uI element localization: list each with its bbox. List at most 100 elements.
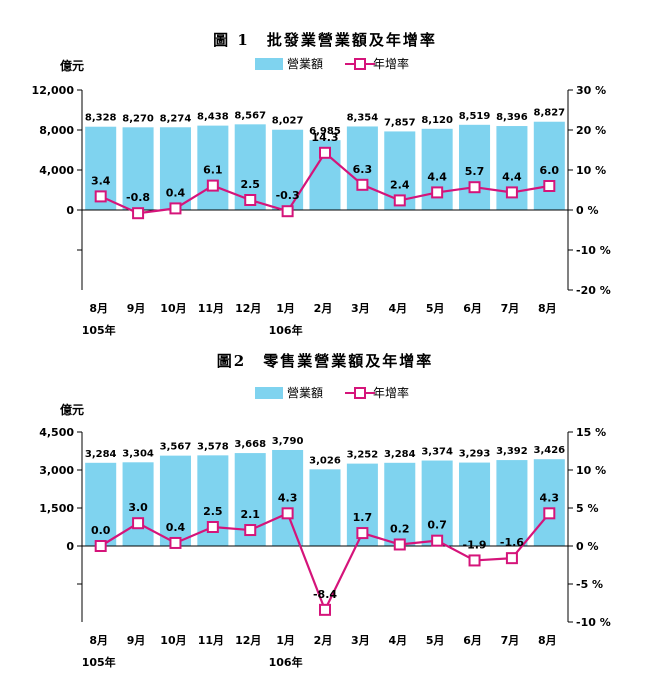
bar-value-label: 8,027 <box>272 116 304 127</box>
bar-value-label: 3,252 <box>347 450 379 461</box>
right-tick-label: -20 % <box>576 284 611 297</box>
category-label: 12月 <box>235 302 261 315</box>
bar-value-label: 8,120 <box>421 115 453 126</box>
bar-value-label: 8,328 <box>85 113 117 124</box>
category-label: 8月 <box>538 634 557 647</box>
line-point <box>319 603 331 616</box>
line-value-label: 4.4 <box>427 170 447 183</box>
category-label: 8月 <box>538 302 557 315</box>
left-tick-label: 4,500 <box>39 426 74 439</box>
bar <box>272 449 304 546</box>
line-value-label: 6.3 <box>353 163 373 176</box>
category-label: 9月 <box>127 302 146 315</box>
bar-value-label: 8,438 <box>197 112 229 123</box>
bar <box>122 462 154 546</box>
category-label: 8月 <box>89 634 108 647</box>
category-label: 5月 <box>426 634 445 647</box>
bar-value-label: 3,374 <box>421 447 453 458</box>
line-point <box>505 552 518 565</box>
line-point <box>543 180 556 192</box>
bar <box>384 462 416 546</box>
left-tick-label: 1,500 <box>39 502 74 515</box>
line-point <box>244 524 257 537</box>
line-point <box>468 181 481 194</box>
left-tick-label: 12,000 <box>32 84 75 97</box>
line-value-label: 2.1 <box>240 508 260 521</box>
line-value-label: 2.5 <box>203 505 223 518</box>
legend-line-label: 年增率 <box>373 56 409 71</box>
line-value-label: 0.7 <box>427 519 447 532</box>
line-value-label: 14.3 <box>311 131 338 144</box>
bar-value-label: 8,274 <box>160 113 192 124</box>
chart-title: 圖 1 批發業營業額及年增率 <box>213 31 437 49</box>
line-value-label: -1.9 <box>463 538 487 551</box>
category-label: 10月 <box>160 302 186 315</box>
category-label: 8月 <box>89 302 108 315</box>
category-label: 9月 <box>127 634 146 647</box>
bar-value-label: 3,392 <box>496 446 528 457</box>
category-label: 11月 <box>198 634 224 647</box>
year-label: 105年 <box>82 323 116 337</box>
legend-bar-swatch <box>255 58 283 70</box>
chart-title: 圖2 零售業營業額及年增率 <box>217 352 433 370</box>
category-label: 1月 <box>276 634 295 647</box>
left-tick-label: 0 <box>66 204 74 217</box>
line-point <box>468 554 481 567</box>
line-value-label: 0.2 <box>390 522 410 535</box>
line-value-label: -0.3 <box>276 189 300 202</box>
line-point <box>132 517 145 530</box>
bar-value-label: 8,354 <box>347 112 379 123</box>
bar-value-label: 3,304 <box>122 448 154 459</box>
bar <box>159 127 191 210</box>
category-label: 3月 <box>351 634 370 647</box>
left-tick-label: 3,000 <box>39 464 74 477</box>
bar <box>496 460 528 546</box>
category-label: 11月 <box>198 302 224 315</box>
line-point <box>356 178 369 191</box>
right-tick-label: 10 % <box>576 164 606 177</box>
category-label: 3月 <box>351 302 370 315</box>
bar-value-label: 3,284 <box>384 449 416 460</box>
line-value-label: 4.4 <box>502 170 522 183</box>
line-value-label: -1.6 <box>500 536 524 549</box>
category-label: 2月 <box>314 634 333 647</box>
bar <box>421 460 453 546</box>
bar-value-label: 3,293 <box>459 449 491 460</box>
category-label: 4月 <box>388 302 407 315</box>
line-value-label: 3.4 <box>91 174 111 187</box>
left-tick-label: 0 <box>66 540 74 553</box>
bar-value-label: 8,567 <box>234 110 266 121</box>
line-point <box>206 521 219 533</box>
bar-value-label: 3,284 <box>85 449 117 460</box>
line-value-label: 2.5 <box>240 178 260 191</box>
line-value-label: 6.0 <box>540 164 560 177</box>
line-point <box>94 540 107 552</box>
category-label: 2月 <box>314 302 333 315</box>
line-value-label: -0.8 <box>126 191 150 204</box>
left-tick-label: 8,000 <box>39 124 74 137</box>
legend-line-marker <box>354 58 366 70</box>
line-value-label: 0.0 <box>91 524 111 537</box>
category-label: 5月 <box>426 302 445 315</box>
line-value-label: 5.7 <box>465 165 485 178</box>
bar <box>122 127 154 210</box>
line-point <box>431 186 444 199</box>
bar <box>197 125 229 210</box>
left-tick-label: 4,000 <box>39 164 74 177</box>
bar-value-label: 6,985 <box>309 126 341 137</box>
line-value-label: 1.7 <box>353 511 373 524</box>
bar-value-label: 3,426 <box>533 445 565 456</box>
line-point <box>431 534 444 547</box>
line-value-label: -8.4 <box>313 588 337 601</box>
legend-line-marker <box>354 387 366 399</box>
bar-value-label: 3,567 <box>160 442 192 453</box>
bar <box>533 121 565 210</box>
bar <box>346 126 378 210</box>
line-point <box>505 186 518 199</box>
legend-bar-label: 營業額 <box>287 386 323 400</box>
category-label: 7月 <box>501 634 520 647</box>
legend-bar-label: 營業額 <box>287 57 323 71</box>
line-point <box>169 202 182 215</box>
category-label: 6月 <box>463 302 482 315</box>
